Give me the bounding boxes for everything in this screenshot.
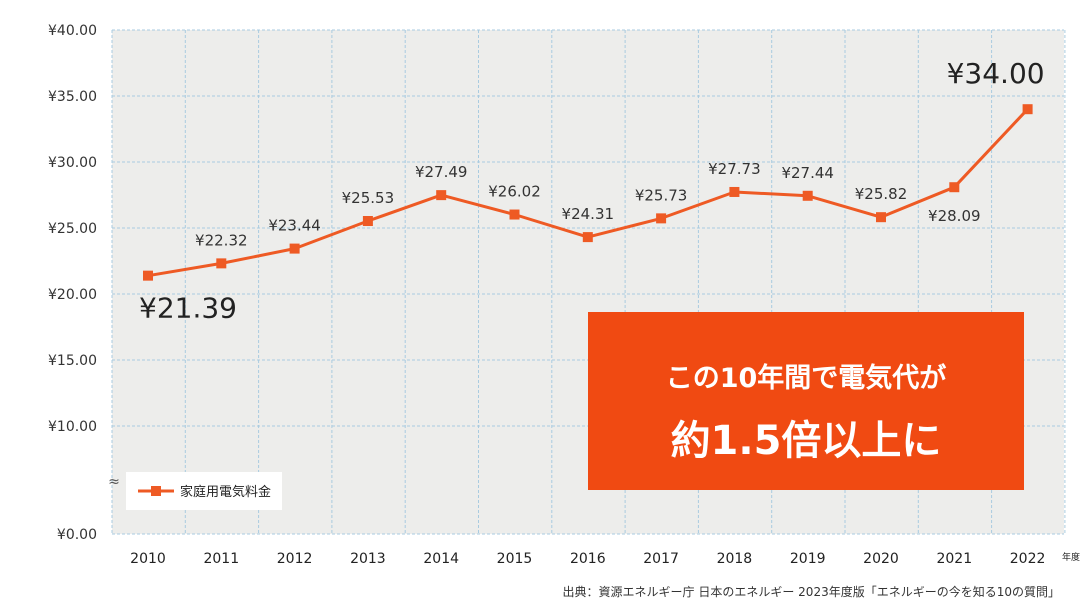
x-tick-label: 2012	[277, 551, 313, 567]
data-label: ¥25.73	[635, 186, 688, 204]
x-tick-label: 2015	[497, 551, 533, 567]
data-label: ¥23.44	[268, 217, 321, 235]
y-tick-label: ¥30.00	[48, 155, 97, 171]
series-markers	[143, 104, 1033, 281]
callout-line1: この10年間で電気代が	[665, 363, 947, 394]
data-point	[802, 190, 813, 201]
data-label: ¥34.00	[947, 57, 1045, 90]
y-tick-label: ¥35.00	[48, 89, 97, 105]
callout-box: この10年間で電気代が 約1.5倍以上に	[588, 312, 1024, 490]
data-point	[289, 243, 300, 254]
data-point	[582, 232, 593, 243]
x-tick-label: 2019	[790, 551, 826, 567]
x-tick-label: 2016	[570, 551, 606, 567]
data-point	[362, 216, 373, 227]
data-label: ¥22.32	[195, 231, 248, 249]
data-labels: ¥21.39 ¥22.32 ¥23.44 ¥25.53 ¥27.49 ¥26.02 ¥24.…	[139, 57, 1045, 324]
data-label: ¥25.53	[342, 189, 395, 207]
data-point	[949, 182, 960, 193]
legend: 家庭用電気料金	[126, 472, 282, 510]
data-label: ¥27.49	[415, 163, 468, 181]
x-axis-unit: 年度	[1062, 551, 1080, 563]
data-label: ¥28.09	[928, 207, 981, 225]
x-tick-label: 2022	[1010, 551, 1046, 567]
data-point	[876, 212, 886, 223]
y-tick-label: ¥0.00	[57, 527, 97, 543]
data-label: ¥21.39	[139, 292, 237, 325]
x-axis-ticks: 2010 2011 2012 2013 2014 2015 2016 2017 2018 2019…	[130, 551, 1045, 567]
y-tick-label: ¥40.00	[48, 23, 97, 39]
y-axis-break-mark: ≈	[108, 474, 120, 490]
data-point	[143, 270, 153, 281]
data-label: ¥27.44	[781, 164, 834, 182]
data-point	[729, 186, 740, 197]
x-tick-label: 2011	[203, 551, 239, 567]
data-label: ¥26.02	[488, 183, 541, 201]
x-tick-label: 2018	[717, 551, 753, 567]
y-tick-label: ¥20.00	[48, 287, 97, 303]
x-tick-label: 2021	[936, 551, 972, 567]
x-tick-label: 2017	[643, 551, 679, 567]
legend-marker	[151, 486, 161, 496]
x-tick-label: 2010	[130, 551, 166, 567]
source-note: 出典：資源エネルギー庁 日本のエネルギー 2023年度版「エネルギーの今を知る1…	[563, 584, 1060, 599]
y-tick-label: ¥25.00	[48, 221, 97, 237]
y-tick-label: ¥15.00	[48, 353, 97, 369]
data-point	[656, 213, 667, 224]
data-point	[1022, 104, 1033, 115]
data-label: ¥27.73	[708, 160, 761, 178]
data-label: ¥24.31	[562, 205, 615, 223]
data-point	[436, 190, 447, 201]
data-label: ¥25.82	[855, 185, 908, 203]
x-tick-label: 2013	[350, 551, 386, 567]
y-axis-ticks: ¥40.00 ¥35.00 ¥30.00 ¥25.00 ¥20.00 ¥15.00 ¥10.…	[48, 23, 97, 543]
x-tick-label: 2020	[863, 551, 899, 567]
legend-label: 家庭用電気料金	[180, 484, 271, 500]
callout-line2: 約1.5倍以上に	[670, 418, 942, 464]
x-tick-label: 2014	[423, 551, 459, 567]
y-tick-label: ¥10.00	[48, 419, 97, 435]
data-point	[509, 209, 520, 220]
data-point	[216, 258, 227, 269]
